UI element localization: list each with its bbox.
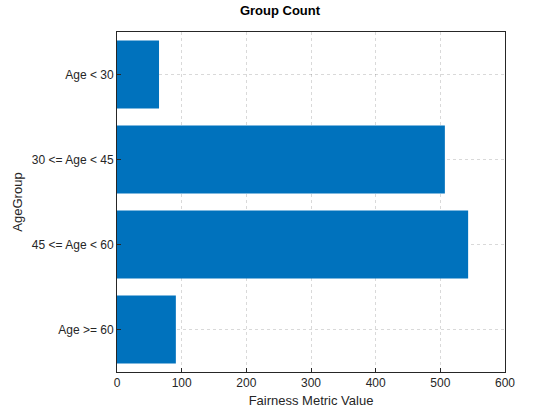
- svg-text:AgeGroup: AgeGroup: [10, 172, 25, 231]
- svg-text:Age >= 60: Age >= 60: [58, 323, 114, 337]
- svg-text:45 <= Age < 60: 45 <= Age < 60: [32, 238, 114, 252]
- svg-text:100: 100: [172, 376, 192, 390]
- svg-text:Group Count: Group Count: [240, 3, 321, 18]
- svg-text:300: 300: [301, 376, 321, 390]
- svg-text:30 <= Age < 45: 30 <= Age < 45: [32, 153, 114, 167]
- svg-text:Fairness Metric Value: Fairness Metric Value: [249, 393, 374, 408]
- svg-text:500: 500: [430, 376, 450, 390]
- svg-text:Age < 30: Age < 30: [65, 68, 114, 82]
- svg-text:0: 0: [114, 376, 121, 390]
- svg-text:200: 200: [236, 376, 256, 390]
- svg-text:400: 400: [366, 376, 386, 390]
- svg-text:600: 600: [495, 376, 515, 390]
